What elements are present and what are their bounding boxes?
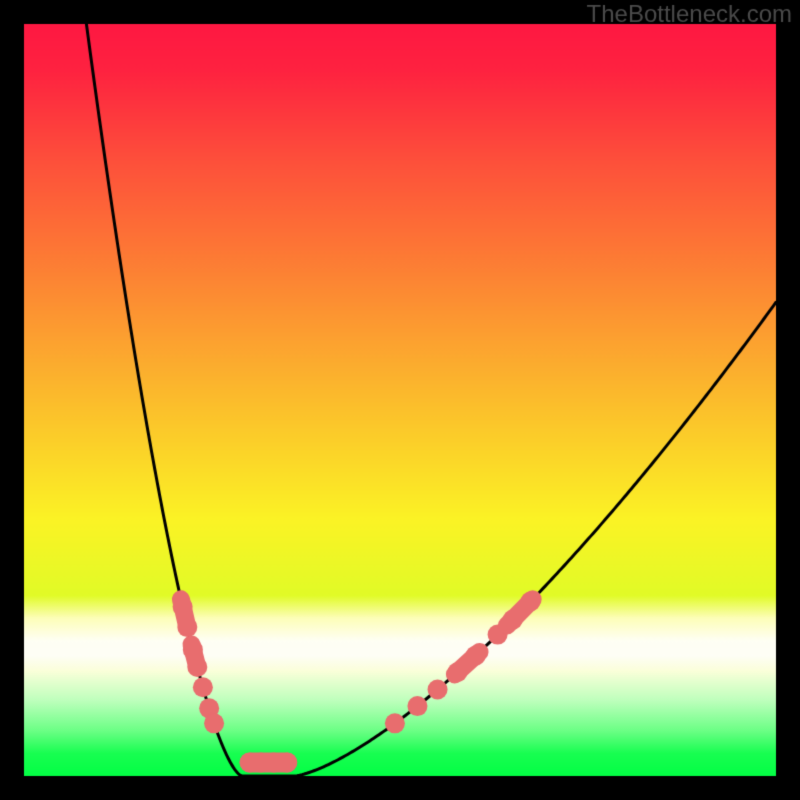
- bottleneck-chart: [0, 0, 800, 800]
